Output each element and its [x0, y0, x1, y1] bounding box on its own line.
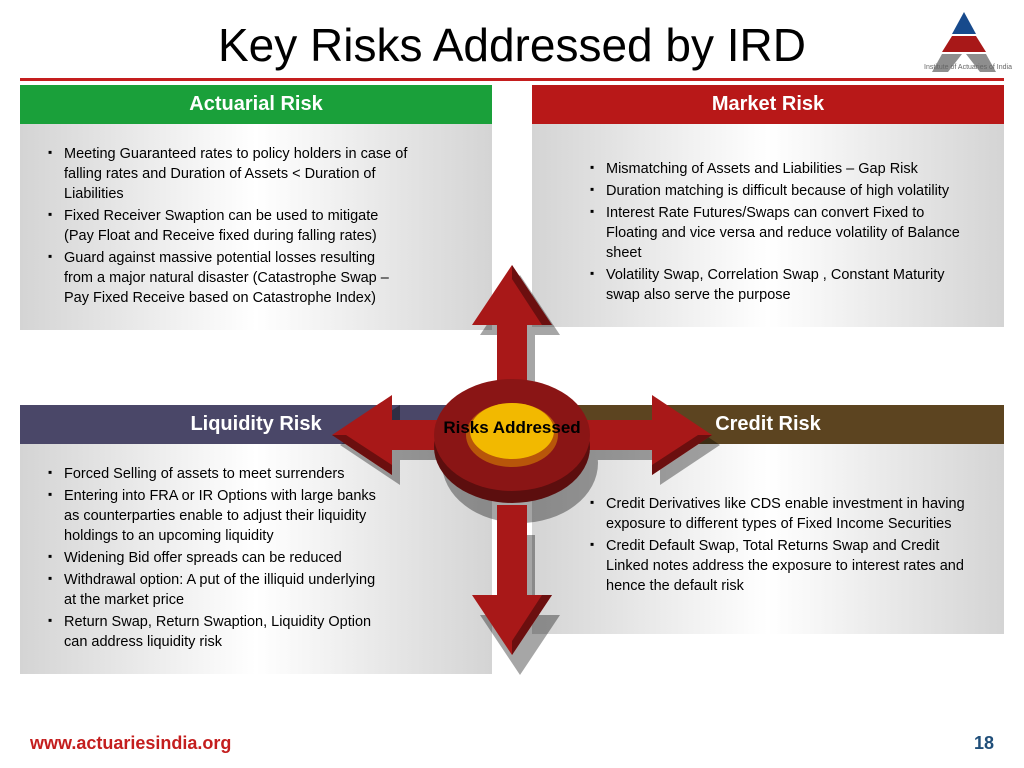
list-item: Volatility Swap, Correlation Swap , Cons… — [590, 265, 970, 305]
list-item: Entering into FRA or IR Options with lar… — [48, 486, 378, 546]
list-item: Credit Default Swap, Total Returns Swap … — [590, 536, 970, 596]
list-item: Fixed Receiver Swaption can be used to m… — [48, 206, 408, 246]
list-item: Meeting Guaranteed rates to policy holde… — [48, 144, 408, 204]
credit-list: Credit Derivatives like CDS enable inves… — [560, 494, 986, 596]
list-item: Duration matching is difficult because o… — [590, 181, 970, 201]
list-item: Withdrawal option: A put of the illiquid… — [48, 570, 378, 610]
list-item: Credit Derivatives like CDS enable inves… — [590, 494, 970, 534]
credit-header: Credit Risk — [532, 405, 1004, 444]
quadrant-market: Market Risk Mismatching of Assets and Li… — [532, 85, 1004, 327]
quadrant-liquidity: Liquidity Risk Forced Selling of assets … — [20, 405, 492, 674]
list-item: Forced Selling of assets to meet surrend… — [48, 464, 378, 484]
center-label: Risks Addressed — [443, 418, 580, 438]
risk-grid: Actuarial Risk Meeting Guaranteed rates … — [0, 85, 1024, 685]
list-item: Interest Rate Futures/Swaps can convert … — [590, 203, 970, 263]
actuarial-list: Meeting Guaranteed rates to policy holde… — [48, 144, 474, 308]
page-title: Key Risks Addressed by IRD — [0, 0, 1024, 78]
liquidity-list: Forced Selling of assets to meet surrend… — [48, 464, 474, 652]
list-item: Mismatching of Assets and Liabilities – … — [590, 159, 970, 179]
page-number: 18 — [974, 733, 994, 754]
logo-label: Institute of Actuaries of India — [924, 64, 1012, 71]
title-rule — [20, 78, 1004, 81]
list-item: Guard against massive potential losses r… — [48, 248, 408, 308]
list-item: Return Swap, Return Swaption, Liquidity … — [48, 612, 378, 652]
quadrant-credit: Credit Risk Credit Derivatives like CDS … — [532, 405, 1004, 634]
market-list: Mismatching of Assets and Liabilities – … — [560, 159, 986, 305]
market-header: Market Risk — [532, 85, 1004, 124]
list-item: Widening Bid offer spreads can be reduce… — [48, 548, 378, 568]
footer: www.actuariesindia.org 18 — [30, 733, 994, 754]
actuarial-header: Actuarial Risk — [20, 85, 492, 124]
liquidity-header: Liquidity Risk — [20, 405, 492, 444]
quadrant-actuarial: Actuarial Risk Meeting Guaranteed rates … — [20, 85, 492, 330]
footer-url: www.actuariesindia.org — [30, 733, 231, 754]
